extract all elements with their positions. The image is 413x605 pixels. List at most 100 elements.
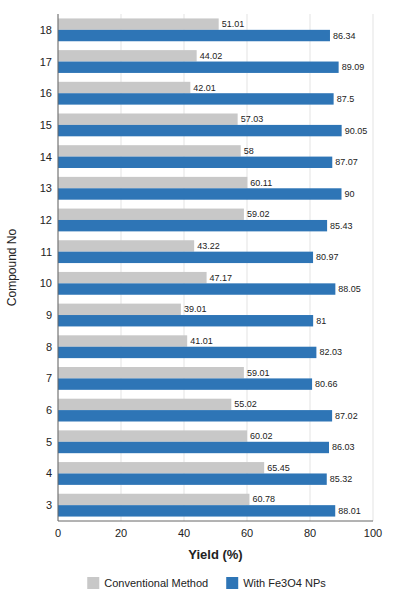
x-tick-label: 20 <box>115 527 127 539</box>
x-axis-line <box>58 521 373 522</box>
bar <box>58 18 219 29</box>
data-label: 65.45 <box>267 463 290 473</box>
data-label: 39.01 <box>184 304 207 314</box>
y-tick-label: 7 <box>46 372 52 384</box>
data-label: 80.97 <box>316 252 339 262</box>
chart-svg: 02040608010060.7865.4560.0255.0259.0141.… <box>0 0 413 605</box>
bar <box>58 494 249 505</box>
data-label: 89.09 <box>342 62 365 72</box>
bar <box>58 50 197 61</box>
chart-container: 02040608010060.7865.4560.0255.0259.0141.… <box>0 0 413 605</box>
bar <box>58 430 247 441</box>
legend-item: Conventional Method <box>87 577 208 589</box>
y-tick-label: 4 <box>46 467 52 479</box>
bar <box>58 113 238 124</box>
data-label: 88.05 <box>338 284 361 294</box>
bar <box>58 304 181 315</box>
data-label: 87.07 <box>335 157 358 167</box>
grid <box>58 14 373 521</box>
bar <box>58 473 327 484</box>
y-tick-label: 6 <box>46 404 52 416</box>
data-label: 59.01 <box>247 368 270 378</box>
bar <box>58 93 334 104</box>
bar <box>58 209 244 220</box>
data-label: 81 <box>316 316 326 326</box>
data-labels: 60.7865.4560.0255.0259.0141.0139.0147.17… <box>184 19 367 516</box>
data-label: 60.78 <box>252 494 275 504</box>
y-tick-label: 3 <box>46 499 52 511</box>
bar <box>58 125 342 136</box>
data-label: 90.05 <box>345 126 368 136</box>
x-axis-title: Yield (%) <box>188 547 242 562</box>
bar <box>58 347 316 358</box>
data-label: 47.17 <box>210 273 233 283</box>
legend-swatch <box>87 577 99 589</box>
bar <box>58 188 342 199</box>
x-tick-label: 0 <box>55 527 61 539</box>
data-label: 43.22 <box>197 241 220 251</box>
data-label: 85.32 <box>330 474 353 484</box>
bar <box>58 378 312 389</box>
data-label: 51.01 <box>222 19 245 29</box>
x-ticks: 0 20 40 60 80 100 <box>55 527 382 539</box>
x-tick-label: 60 <box>241 527 253 539</box>
bar <box>58 283 335 294</box>
data-label: 80.66 <box>315 379 338 389</box>
bar <box>58 367 244 378</box>
y-axis-line <box>58 14 59 521</box>
bar <box>58 240 194 251</box>
legend: Conventional Method With Fe3O4 NPs <box>87 577 326 589</box>
y-tick-label: 12 <box>40 214 52 226</box>
legend-item: With Fe3O4 NPs <box>226 577 326 589</box>
y-tick-label: 15 <box>40 119 52 131</box>
y-axis-title: Compound No <box>5 228 19 306</box>
bar <box>58 145 241 156</box>
y-tick-label: 14 <box>40 151 52 163</box>
bars <box>58 18 342 516</box>
bar <box>58 442 329 453</box>
data-label: 59.02 <box>247 209 270 219</box>
data-label: 58 <box>244 146 254 156</box>
legend-swatch <box>226 577 238 589</box>
x-tick-label: 80 <box>304 527 316 539</box>
y-tick-label: 13 <box>40 182 52 194</box>
y-tick-label: 9 <box>46 309 52 321</box>
data-label: 86.03 <box>332 442 355 452</box>
data-label: 55.02 <box>234 399 257 409</box>
bar <box>58 177 247 188</box>
bar <box>58 315 313 326</box>
data-label: 85.43 <box>330 221 353 231</box>
y-tick-label: 8 <box>46 341 52 353</box>
bar <box>58 505 335 516</box>
data-label: 90 <box>345 189 355 199</box>
y-tick-label: 18 <box>40 24 52 36</box>
y-tick-label: 16 <box>40 87 52 99</box>
bar <box>58 30 330 41</box>
bar <box>58 272 207 283</box>
data-label: 42.01 <box>193 83 216 93</box>
bar <box>58 399 231 410</box>
data-label: 86.34 <box>333 31 356 41</box>
legend-label: With Fe3O4 NPs <box>243 577 326 589</box>
y-tick-label: 17 <box>40 56 52 68</box>
y-tick-label: 11 <box>41 246 52 258</box>
bar <box>58 335 187 346</box>
data-label: 87.02 <box>335 411 358 421</box>
y-tick-label: 10 <box>40 277 52 289</box>
y-tick-label: 5 <box>46 436 52 448</box>
bar <box>58 220 327 231</box>
bar <box>58 82 190 93</box>
bar <box>58 462 264 473</box>
data-label: 88.01 <box>338 506 361 516</box>
bar <box>58 62 339 73</box>
legend-label: Conventional Method <box>104 577 208 589</box>
data-label: 60.11 <box>250 178 272 188</box>
data-label: 57.03 <box>241 114 264 124</box>
grid-line <box>58 14 59 521</box>
x-tick-label: 40 <box>178 527 190 539</box>
x-tick-label: 100 <box>364 527 382 539</box>
grid-line <box>373 14 374 521</box>
data-label: 87.5 <box>337 94 355 104</box>
data-label: 44.02 <box>200 51 223 61</box>
y-ticks: 3 4 5 6 7 8 9 10 11 12 13 14 15 16 17 18 <box>40 24 52 511</box>
